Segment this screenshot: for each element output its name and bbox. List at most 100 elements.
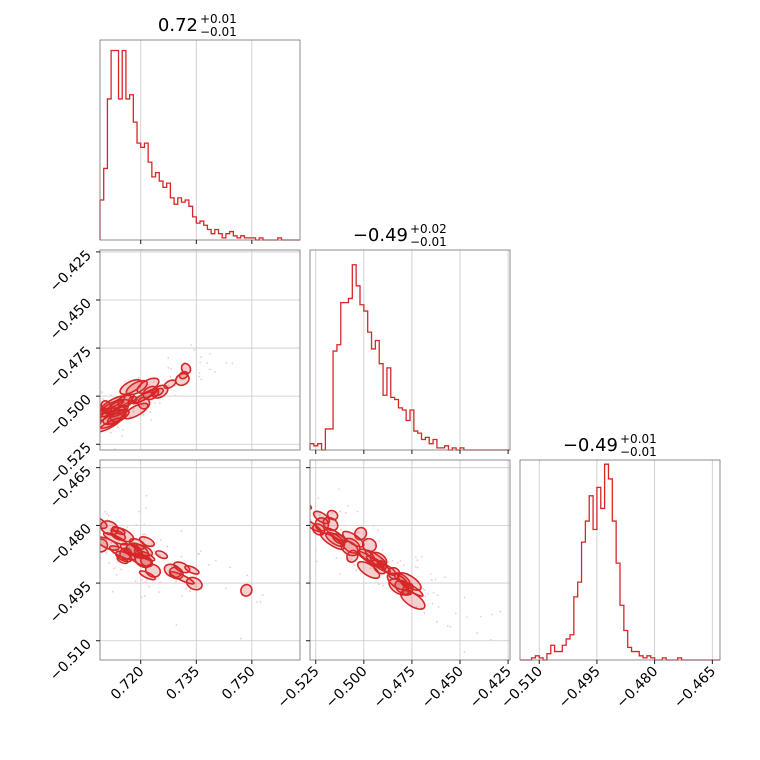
contour-0-sample-94 [25,458,27,460]
contour-2-level-4 [272,484,293,503]
contour-2-sample-46 [391,559,394,562]
contour-2-sample-119 [252,456,254,458]
contour-1-sample-136 [25,462,27,464]
contour-2-sample-107 [285,533,287,535]
contour-1-sample-60 [261,594,264,596]
contour-2-sample-19 [476,632,479,634]
contour-1-sample-17 [113,567,116,570]
contour-0-level-28 [174,372,190,387]
ytick-label-1-4: −0.425 [47,247,95,295]
contour-1-sample-91 [97,564,99,566]
contour-frame-0 [99,249,301,451]
contour-2-sample-41 [278,476,280,478]
contour-1-sample-23 [67,513,69,515]
hist-title-value-0: 0.72 [158,15,198,36]
contour-1-sample-89 [13,499,15,501]
contour-2-sample-52 [344,511,347,514]
contour-0-level-31 [100,400,113,414]
contour-2-sample-56 [435,620,438,623]
contour-0-sample-42 [190,344,193,346]
contour-1-sample-92 [33,503,35,505]
contour-2-sample-18 [392,582,395,585]
contour-2-sample-3 [356,531,359,534]
contour-2-sample-74 [491,613,493,616]
contour-2-sample-118 [285,526,287,528]
contour-2-sample-16 [414,565,417,568]
contour-0-sample-96 [154,401,156,404]
contour-0-sample-25 [200,356,203,359]
contour-2-sample-40 [315,549,318,552]
contour-0-sample-16 [116,426,119,429]
contour-0-sample-114 [82,423,84,425]
contour-2-sample-65 [280,485,282,487]
contour-0-sample-8 [158,402,161,405]
contour-0-sample-126 [167,384,170,387]
contour-2-sample-36 [287,512,289,514]
contour-2-sample-6 [302,502,304,504]
contour-1-sample-61 [256,601,258,604]
hist-frame-1 [309,249,511,451]
contour-0-level-37 [117,405,127,415]
contour-1-sample-118 [143,538,146,540]
contour-0-sample-136 [44,438,46,440]
contour-0-sample-74 [142,404,145,407]
contour-0-sample-115 [96,393,98,395]
contour-1-level-33 [185,576,203,591]
contour-2-level-25 [325,531,346,548]
contour-2-sample-31 [335,557,338,559]
contour-0-sample-29 [93,416,95,418]
contour-1-level-25 [50,506,78,526]
contour-2-sample-7 [265,464,267,466]
contour-0-sample-32 [18,433,20,435]
contour-1-sample-124 [199,550,202,553]
contour-0-sample-131 [92,427,94,429]
contour-1-sample-127 [180,555,183,558]
contour-2-sample-126 [282,493,284,495]
contour-0-sample-58 [71,428,73,430]
contour-1-sample-29 [148,585,150,588]
contour-0-sample-85 [77,440,79,442]
frames-layer [96,39,721,664]
contour-1-sample-53 [141,579,144,581]
contour-0-sample-65 [225,362,228,364]
contour-0-sample-59 [91,423,93,425]
xtick-label-2-3: −0.465 [671,664,719,712]
contour-0-sample-7 [193,349,196,351]
contour-2-sample-8 [317,497,320,500]
contour-0-level-6 [100,417,102,434]
contour-1-sample-90 [143,533,146,536]
contour-1-sample-33 [97,535,99,537]
contour-2-sample-25 [318,514,321,517]
contour-2-level-36 [342,537,361,554]
contour-1-sample-30 [105,513,108,515]
contour-1-sample-43 [160,539,162,542]
contour-2-sample-131 [378,540,381,542]
contour-2-sample-48 [422,588,424,590]
contour-1-sample-119 [159,581,162,584]
contour-0-sample-128 [62,445,64,447]
contour-2-sample-93 [373,544,376,547]
contour-0-sample-17 [139,414,142,417]
contour-1-sample-65 [134,580,137,583]
contour-0-sample-64 [82,424,84,426]
contour-0-sample-78 [167,366,170,369]
contour-2-sample-80 [465,616,468,619]
contour-0-sample-122 [206,362,208,364]
xtick-label-0-1: 0.735 [163,664,203,704]
contour-1-sample-6 [149,552,152,555]
contour-0-sample-62 [45,401,47,403]
contour-1-sample-71 [145,507,147,510]
contour-1-sample-88 [59,518,61,520]
contour-frame-1 [99,459,301,661]
hist-title-value-2: −0.49 [563,435,618,456]
contour-0-level-30 [100,408,104,428]
contour-2-sample-15 [262,456,264,458]
contour-2-sample-98 [315,560,318,563]
contour-0-sample-79 [142,413,145,416]
ytick-label-1-2: −0.475 [47,344,95,392]
contour-2-sample-128 [499,610,502,613]
contour-2-sample-125 [287,488,289,490]
contour-1-sample-28 [184,587,187,590]
contour-0-sample-130 [124,380,127,383]
ytick-label-1-3: −0.450 [47,296,95,344]
